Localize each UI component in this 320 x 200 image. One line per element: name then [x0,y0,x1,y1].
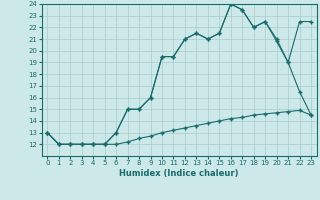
X-axis label: Humidex (Indice chaleur): Humidex (Indice chaleur) [119,169,239,178]
